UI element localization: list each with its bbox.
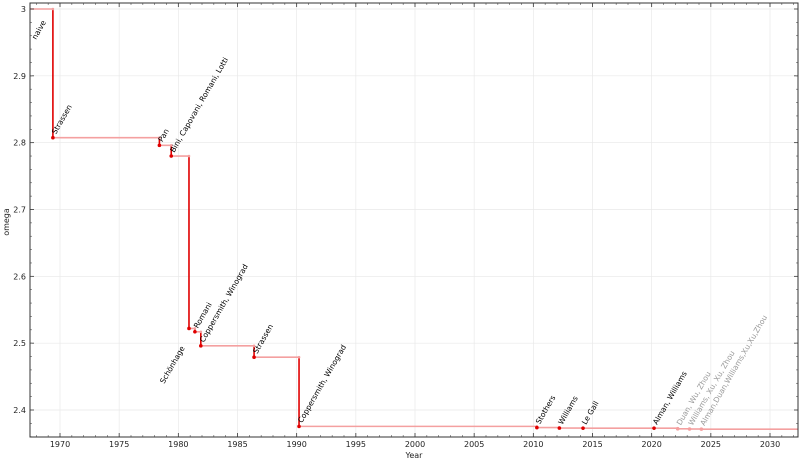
x-tick-label: 2000 (405, 440, 425, 449)
x-tick-label: 2005 (464, 440, 484, 449)
x-tick-label: 2020 (641, 440, 661, 449)
y-tick-label: 2.7 (13, 206, 26, 215)
data-point (199, 344, 203, 348)
y-tick-label: 3 (21, 5, 26, 14)
x-tick-label: 2015 (582, 440, 602, 449)
step-corner-point (169, 144, 173, 147)
step-corner-point (51, 7, 55, 11)
data-point (51, 135, 55, 140)
y-tick-label: 2.4 (13, 406, 26, 415)
data-point (252, 355, 256, 360)
x-tick-label: 2030 (760, 440, 780, 449)
data-point (157, 143, 162, 148)
data-point (652, 426, 656, 430)
step-corner-point (297, 355, 301, 359)
x-tick-label: 2025 (701, 440, 721, 449)
plot-frame (29, 2, 799, 438)
point-label: naive (30, 18, 48, 41)
data-point (687, 427, 692, 431)
step-corner-point (199, 330, 203, 334)
point-label: Schönhage (158, 344, 187, 385)
x-tick-label: 1975 (109, 440, 129, 449)
y-tick-label: 2.8 (13, 139, 26, 148)
x-tick-label: 1995 (346, 440, 366, 449)
y-tick-label: 2.5 (13, 339, 26, 348)
y-tick-label: 2.9 (13, 72, 26, 81)
x-tick-label: 1980 (168, 440, 188, 449)
step-corner-point (252, 344, 256, 348)
data-point (193, 330, 197, 334)
point-label: Pan (156, 127, 171, 143)
data-point (699, 427, 704, 431)
x-tick-label: 1990 (286, 440, 306, 449)
step-corner-point (158, 136, 161, 140)
data-point (169, 154, 174, 158)
grid (30, 3, 798, 437)
step-corner-point (193, 327, 197, 330)
data-point (535, 425, 539, 430)
data-point (675, 427, 680, 431)
data-point (187, 326, 191, 331)
data-point (581, 426, 585, 430)
axes: 1970 1975 1980 1985 1990 1995 2000 2005 2010 2015… (13, 2, 799, 449)
point-label: Stothers (534, 394, 558, 426)
series (30, 7, 798, 431)
point-label: Coppersmith, Winograd (296, 343, 348, 425)
x-tick-label: 1985 (227, 440, 247, 449)
y-axis-label: omega (2, 208, 11, 236)
point-label: Strassen (251, 322, 275, 355)
point-label: Le Gall (580, 399, 601, 426)
point-label: Bini, Capovani, Romani, Lotti (168, 56, 230, 154)
x-tick-label: 2010 (523, 440, 543, 449)
data-point (557, 426, 562, 430)
y-tick-label: 2.6 (13, 272, 26, 281)
x-axis-label: Year (405, 451, 424, 460)
step-corner-point (187, 154, 191, 158)
data-point (297, 424, 301, 429)
x-tick-label: 1970 (50, 440, 70, 449)
